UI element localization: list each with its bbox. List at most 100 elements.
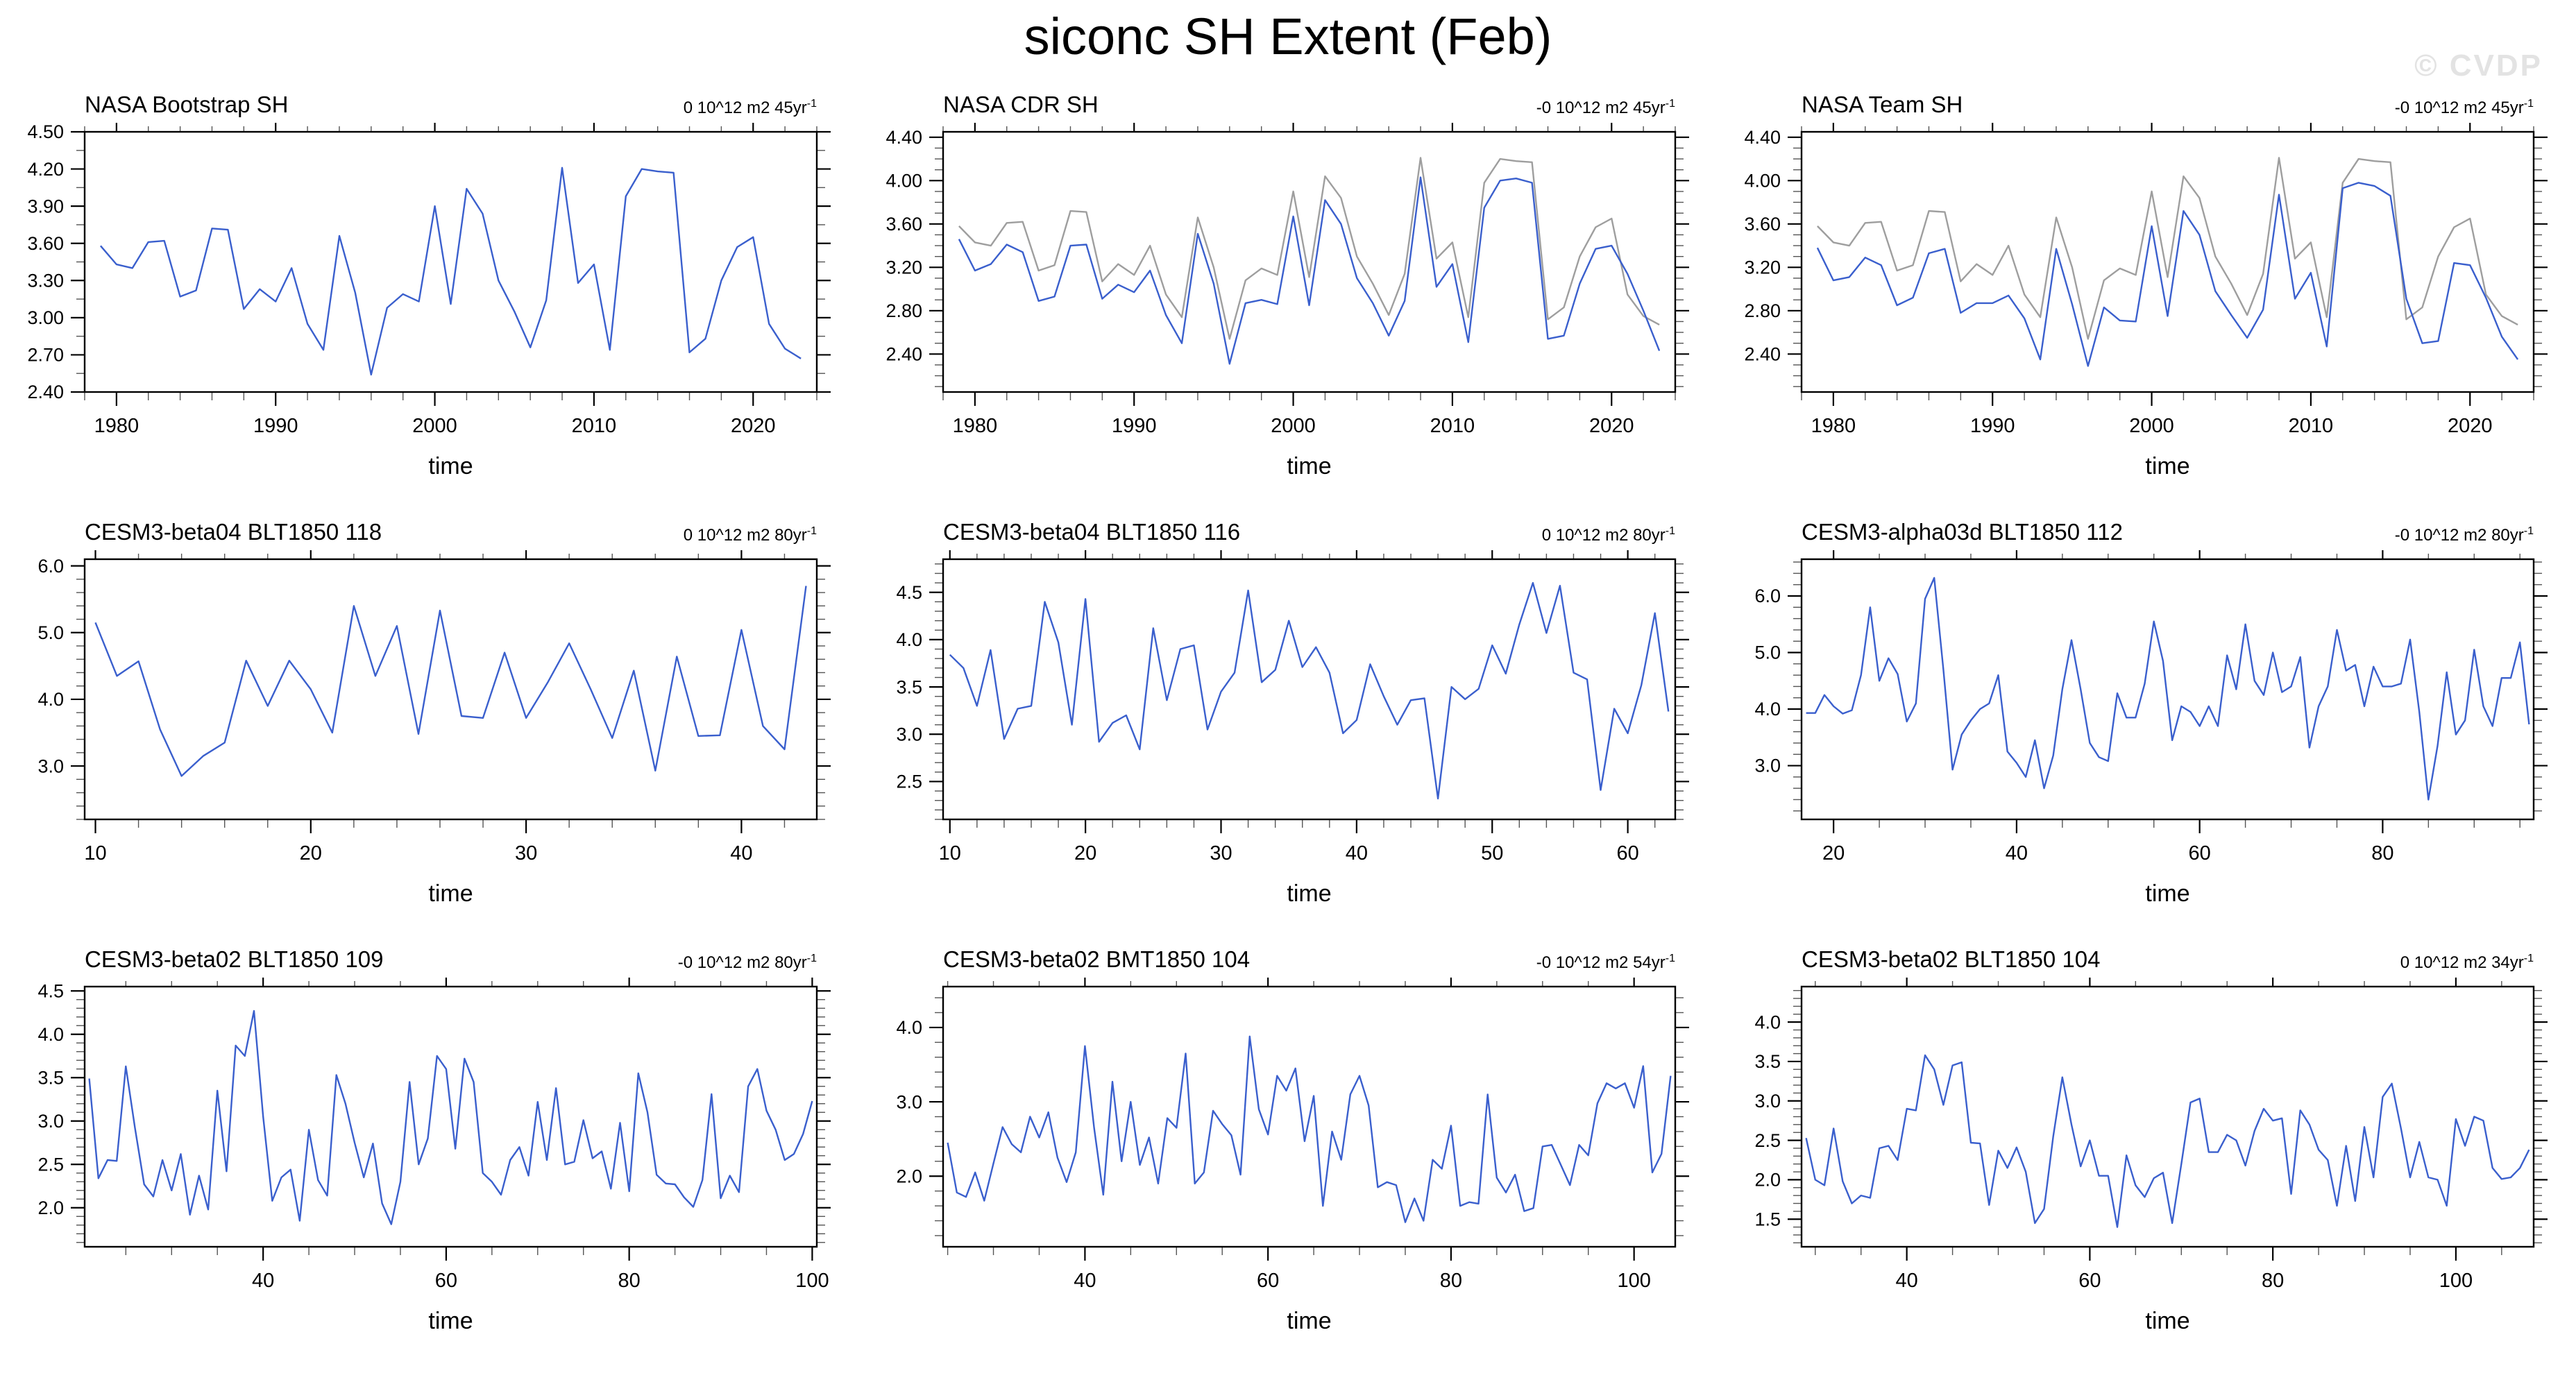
- y-tick-label: 3.0: [37, 756, 64, 776]
- x-tick-label: 2010: [2289, 415, 2334, 437]
- x-tick-label: 40: [1074, 1270, 1096, 1292]
- panel-trend-annotation: 0 10^12 m2 80yr-1: [684, 525, 817, 545]
- panel-header: NASA Bootstrap SH 0 10^12 m2 45yr-1: [0, 83, 858, 122]
- trend-superscript: -1: [1665, 98, 1675, 110]
- x-tick-label: 2020: [731, 415, 776, 437]
- trend-superscript: -1: [2523, 525, 2534, 537]
- y-tick-label: 3.5: [37, 1067, 64, 1088]
- x-tick-label: 80: [1440, 1270, 1462, 1292]
- chart-plot: 1980 1990 2000 2010 2020 2.40 2.80 3.20 3.60 4.00…: [886, 123, 1689, 479]
- chart-panel: NASA Bootstrap SH 0 10^12 m2 45yr-1 1980…: [0, 83, 858, 483]
- trend-text: 0 10^12 m2 80yr: [683, 526, 807, 545]
- y-tick-label: 4.5: [37, 980, 64, 1001]
- x-axis-title: time: [428, 453, 473, 479]
- series-line-cesm3-beta02-blt-104: [1805, 1054, 2530, 1228]
- panel-header: CESM3-beta02 BLT1850 104 0 10^12 m2 34yr…: [1717, 938, 2575, 977]
- series-line-reference-gray: [958, 157, 1660, 340]
- x-tick-label: 60: [1616, 842, 1638, 864]
- y-tick-label: 3.5: [1754, 1051, 1781, 1072]
- y-tick-label: 4.00: [1744, 170, 1781, 191]
- x-tick-label: 20: [1822, 842, 1845, 864]
- x-tick-label: 40: [1896, 1270, 1918, 1292]
- panel-header: CESM3-beta02 BLT1850 109 -0 10^12 m2 80y…: [0, 938, 858, 977]
- x-tick-label: 40: [252, 1270, 274, 1292]
- y-tick-label: 4.0: [1754, 699, 1781, 719]
- panel-title: CESM3-beta04 BLT1850 118: [85, 519, 382, 545]
- x-tick-label: 40: [1346, 842, 1368, 864]
- axis-tick-labels: 1980 1990 2000 2010 2020 2.40 2.70 3.00 3.30 3.60…: [27, 122, 775, 437]
- chart-panel: CESM3-alpha03d BLT1850 112 -0 10^12 m2 8…: [1717, 511, 2575, 910]
- panel-header: CESM3-beta04 BLT1850 116 0 10^12 m2 80yr…: [858, 511, 1717, 549]
- y-tick-label: 3.0: [1754, 1091, 1781, 1111]
- axis-ticks: [929, 123, 1689, 406]
- x-axis-title: time: [1287, 880, 1331, 907]
- y-tick-label: 3.60: [1744, 214, 1781, 235]
- y-tick-label: 3.60: [886, 214, 922, 235]
- x-tick-label: 60: [1257, 1270, 1279, 1292]
- trend-superscript: -1: [1665, 525, 1675, 537]
- chart-panel: CESM3-beta04 BLT1850 116 0 10^12 m2 80yr…: [858, 511, 1717, 910]
- x-tick-label: 1990: [1112, 415, 1157, 437]
- page-title: siconc SH Extent (Feb): [1024, 8, 1552, 65]
- axis-ticks: [1788, 978, 2548, 1261]
- panel-title: CESM3-beta02 BLT1850 104: [1802, 946, 2101, 972]
- axis-tick-labels: 40 60 80 100 1.5 2.0 2.5 3.0 3.5 4.0: [1754, 1012, 2473, 1292]
- panel-trend-annotation: -0 10^12 m2 80yr-1: [678, 953, 817, 973]
- x-tick-label: 1980: [1811, 415, 1856, 437]
- axis-tick-labels: 20 40 60 80 3.0 4.0 5.0 6.0: [1754, 586, 2393, 864]
- plot-frame: [83, 985, 818, 1248]
- panel-header: NASA CDR SH -0 10^12 m2 45yr-1: [858, 83, 1717, 122]
- plot-frame: [942, 558, 1677, 821]
- y-tick-label: 3.30: [27, 270, 64, 291]
- x-tick-label: 2000: [1271, 415, 1316, 437]
- x-axis-title: time: [428, 880, 473, 907]
- cvdp-watermark: © CVDP: [2414, 49, 2543, 83]
- x-tick-label: 2020: [1589, 415, 1634, 437]
- x-tick-label: 1980: [953, 415, 998, 437]
- x-axis-title: time: [2145, 453, 2189, 479]
- trend-text: 0 10^12 m2 45yr: [683, 99, 807, 117]
- x-tick-label: 2010: [572, 415, 617, 437]
- panel-title: NASA Team SH: [1802, 92, 1963, 117]
- x-tick-label: 50: [1481, 842, 1503, 864]
- x-tick-label: 80: [2262, 1270, 2284, 1292]
- y-tick-label: 2.0: [896, 1166, 922, 1186]
- panel-header: CESM3-beta02 BMT1850 104 -0 10^12 m2 54y…: [858, 938, 1717, 977]
- y-tick-label: 3.60: [27, 233, 64, 254]
- y-tick-label: 2.0: [1754, 1170, 1781, 1191]
- x-axis-title: time: [2145, 1308, 2189, 1334]
- panel-title: CESM3-beta04 BLT1850 116: [943, 519, 1241, 545]
- chart-panel: CESM3-beta02 BMT1850 104 -0 10^12 m2 54y…: [858, 938, 1717, 1338]
- panel-trend-annotation: -0 10^12 m2 45yr-1: [2395, 98, 2534, 118]
- y-tick-label: 3.20: [886, 257, 922, 278]
- series-line-cesm3-beta02-109: [88, 1009, 813, 1225]
- trend-superscript: -1: [806, 98, 817, 110]
- axis-tick-labels: 1980 1990 2000 2010 2020 2.40 2.80 3.20 3.60 4.00…: [886, 127, 1634, 437]
- panel-trend-annotation: 0 10^12 m2 80yr-1: [1542, 525, 1675, 545]
- series-line-cesm3-alpha03d-112: [1806, 577, 2530, 801]
- trend-text: -0 10^12 m2 54yr: [1536, 953, 1666, 972]
- trend-superscript: -1: [2523, 98, 2534, 110]
- panel-trend-annotation: 0 10^12 m2 34yr-1: [2400, 953, 2534, 973]
- axis-ticks: [71, 123, 831, 406]
- chart-plot: 40 60 80 100 2.0 3.0 4.0 time: [896, 978, 1689, 1334]
- plot-frame: [83, 558, 818, 821]
- series-line-nasa-team: [1816, 182, 2519, 367]
- chart-plot: 20 40 60 80 3.0 4.0 5.0 6.0 time: [1754, 550, 2548, 907]
- series-line-cesm3-beta02-bmt-104: [947, 1035, 1672, 1223]
- chart-plot: 1980 1990 2000 2010 2020 2.40 2.70 3.00 3.30 3.60…: [27, 122, 831, 479]
- axis-tick-labels: 40 60 80 100 2.0 3.0 4.0: [896, 1017, 1650, 1292]
- y-tick-label: 4.50: [27, 122, 64, 142]
- plot-frame: [1800, 985, 2535, 1248]
- chart-panel: CESM3-beta02 BLT1850 104 0 10^12 m2 34yr…: [1717, 938, 2575, 1338]
- x-tick-label: 100: [795, 1270, 829, 1292]
- plot-frame: [942, 130, 1677, 393]
- x-tick-label: 80: [2371, 842, 2393, 864]
- panel-title: NASA Bootstrap SH: [85, 92, 289, 117]
- y-tick-label: 2.5: [1754, 1130, 1781, 1151]
- panel-header: CESM3-beta04 BLT1850 118 0 10^12 m2 80yr…: [0, 511, 858, 549]
- axis-tick-labels: 10 20 30 40 50 60 2.5 3.0 3.5 4.0 4.5: [896, 582, 1638, 864]
- trend-text: 0 10^12 m2 80yr: [1541, 526, 1666, 545]
- y-tick-label: 2.40: [886, 343, 922, 364]
- axis-ticks: [929, 550, 1689, 833]
